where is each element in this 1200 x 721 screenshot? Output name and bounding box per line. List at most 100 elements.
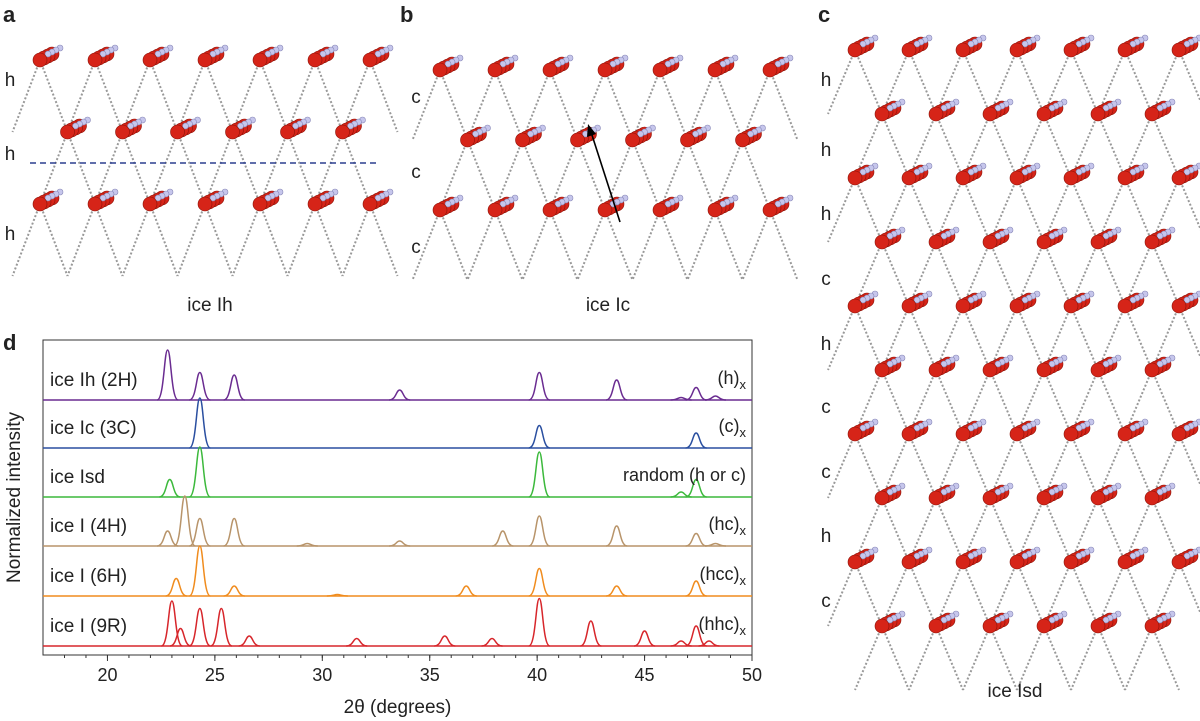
bond [1124, 177, 1153, 243]
oxygen [1117, 554, 1133, 570]
hydrogen [472, 130, 479, 138]
stacking-text: (h) [718, 368, 740, 388]
stacking-subscript: x [740, 623, 747, 638]
hydrogen [859, 168, 867, 176]
oxygen [847, 426, 863, 442]
bond [908, 177, 937, 243]
bond [149, 59, 179, 133]
hydrogen [1183, 296, 1191, 304]
bond [1016, 177, 1045, 243]
oxygen [570, 132, 585, 148]
x-tick-label: 25 [205, 665, 225, 685]
oxygen [735, 132, 750, 148]
peak [389, 540, 411, 547]
bond [935, 241, 964, 307]
hydrogen [1156, 360, 1164, 368]
bond [1070, 497, 1099, 563]
hydrogen [1102, 488, 1110, 496]
oxygen [307, 52, 323, 68]
hydrogen [692, 130, 699, 138]
hydrogen [127, 122, 134, 130]
hydrogen [1156, 488, 1164, 496]
oxygen [847, 554, 863, 570]
oxygen [955, 170, 971, 186]
bond [576, 69, 606, 141]
bond [935, 625, 964, 691]
oxygen [225, 124, 240, 140]
bond [259, 59, 289, 133]
bond [1151, 49, 1180, 115]
bond [1043, 497, 1072, 563]
hydrogen [1048, 104, 1056, 112]
structures [11, 34, 1200, 691]
hydrogen [664, 60, 672, 68]
bond [604, 69, 634, 141]
hydrogen [1075, 552, 1083, 560]
hydrogen [913, 296, 921, 304]
oxygen [307, 196, 323, 212]
oxygen [1090, 234, 1106, 250]
bond [39, 59, 69, 133]
hydrogen [859, 296, 867, 304]
bond [1151, 305, 1180, 371]
bond [494, 209, 524, 281]
bond [962, 369, 991, 435]
oxygen [847, 298, 863, 314]
bond [1016, 433, 1045, 499]
bond [411, 209, 441, 281]
bond [549, 209, 579, 281]
bond [39, 131, 69, 205]
bond [1016, 625, 1045, 691]
hydrogen [994, 232, 1002, 240]
x-tick-label: 45 [635, 665, 655, 685]
bond [439, 139, 469, 211]
oxygen [955, 426, 971, 442]
oxygen [515, 132, 530, 148]
panel-label: a [3, 2, 16, 27]
bond [1070, 113, 1099, 179]
bond [962, 497, 991, 563]
hydrogen [1075, 424, 1083, 432]
hydrogen [719, 60, 727, 68]
structure-caption: ice Ih [187, 295, 232, 316]
bond [769, 69, 799, 141]
hydrogen [99, 194, 107, 202]
bond [176, 59, 206, 133]
bond [989, 305, 1018, 371]
bond [935, 561, 964, 627]
hydrogen [444, 60, 452, 68]
bond [411, 69, 441, 141]
bond [1151, 177, 1180, 243]
bond [1070, 305, 1099, 371]
stacking-text: (hcc) [700, 564, 740, 584]
bond [341, 59, 371, 133]
oxygen [197, 52, 213, 68]
bond [549, 139, 579, 211]
peak [223, 517, 246, 547]
oxygen [1171, 42, 1187, 58]
bond [935, 113, 964, 179]
bond [881, 177, 910, 243]
bond [204, 131, 234, 205]
hydrogen [209, 50, 217, 58]
peak [606, 585, 628, 597]
layer-label: h [821, 140, 832, 161]
peak [633, 630, 656, 647]
hydrogen [967, 40, 975, 48]
stacking-label: (c)x [719, 416, 747, 440]
bond [1124, 625, 1153, 691]
layer-label: h [5, 144, 16, 165]
bond [962, 241, 991, 307]
stacking-text: (hhc) [698, 614, 739, 634]
bond [1070, 625, 1099, 691]
oxygen [142, 52, 158, 68]
layer-label: h [821, 526, 832, 547]
bond [686, 209, 716, 281]
bond [881, 433, 910, 499]
bond [935, 177, 964, 243]
oxygen [87, 52, 103, 68]
hydrogen [1048, 232, 1056, 240]
bond [121, 59, 151, 133]
peak [528, 597, 551, 647]
